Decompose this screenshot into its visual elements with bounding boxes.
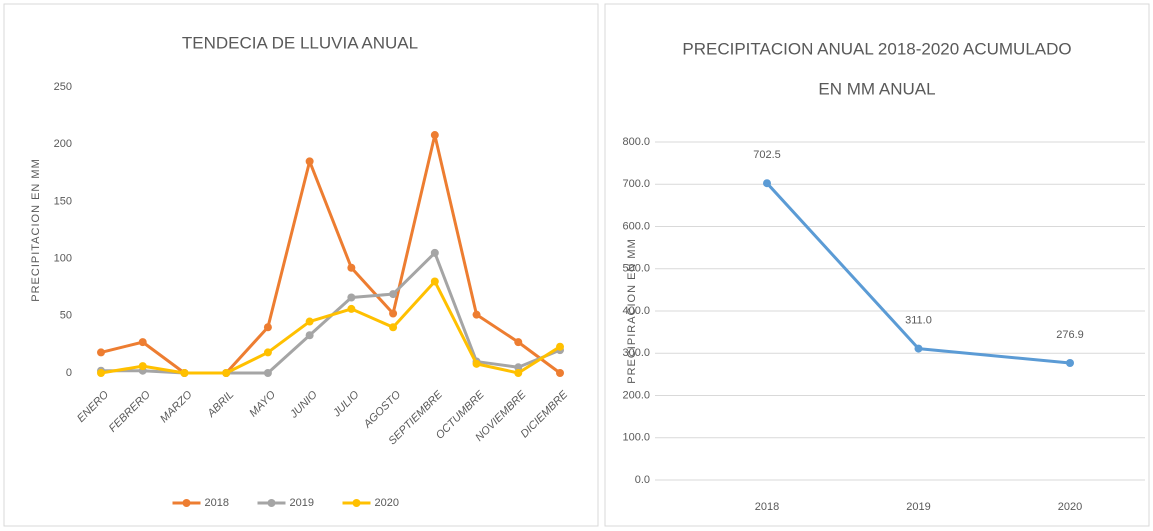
marker bbox=[430, 131, 439, 140]
marker bbox=[347, 263, 356, 272]
marker bbox=[138, 362, 147, 371]
marker bbox=[556, 369, 564, 377]
marker bbox=[138, 338, 147, 347]
marker bbox=[263, 348, 272, 357]
y-tick-label: 250 bbox=[54, 81, 72, 93]
marker bbox=[514, 369, 523, 377]
y-tick-label: 500.0 bbox=[622, 263, 650, 275]
marker bbox=[556, 342, 564, 351]
x-tick-label: 2018 bbox=[755, 501, 779, 513]
marker bbox=[180, 369, 189, 377]
marker bbox=[472, 310, 481, 319]
legend-marker bbox=[182, 499, 191, 507]
y-tick-label: 800.0 bbox=[622, 136, 650, 148]
y-tick-label: 600.0 bbox=[622, 220, 650, 232]
legend-label: 2019 bbox=[290, 497, 314, 509]
y-tick-label: 100.0 bbox=[622, 432, 650, 444]
y-tick-label: 400.0 bbox=[622, 305, 650, 317]
y-tick-label: 50 bbox=[60, 310, 72, 322]
y-tick-label: 150 bbox=[54, 195, 72, 207]
marker bbox=[222, 369, 231, 377]
y-tick-label: 200.0 bbox=[622, 389, 650, 401]
marker bbox=[763, 179, 771, 188]
data-label: 276.9 bbox=[1056, 329, 1084, 341]
marker bbox=[1066, 359, 1074, 368]
y-tick-label: 700.0 bbox=[622, 178, 650, 190]
marker bbox=[97, 369, 105, 377]
marker bbox=[514, 338, 523, 347]
marker bbox=[347, 304, 356, 313]
y-tick-label: 0 bbox=[66, 367, 72, 379]
x-tick-label: 2020 bbox=[1058, 501, 1082, 513]
marker bbox=[472, 359, 481, 368]
data-label: 311.0 bbox=[905, 315, 932, 327]
legend-marker bbox=[352, 499, 361, 507]
chart-title: TENDECIA DE LLUVIA ANUAL bbox=[182, 33, 418, 52]
y-axis-label: PRECIPIRACION EN MM bbox=[626, 238, 638, 384]
series-line bbox=[100, 279, 561, 375]
data-label: 702.5 bbox=[753, 149, 781, 161]
y-tick-label: 300.0 bbox=[622, 347, 650, 359]
marker bbox=[305, 157, 314, 166]
legend-label: 2018 bbox=[205, 497, 229, 509]
marker bbox=[389, 323, 398, 332]
legend-marker bbox=[267, 499, 276, 507]
marker bbox=[97, 348, 105, 357]
y-tick-label: 100 bbox=[54, 253, 72, 265]
marker bbox=[305, 317, 314, 326]
marker bbox=[430, 277, 439, 286]
chart-title: PRECIPITACION ANUAL 2018-2020 ACUMULADO bbox=[682, 39, 1071, 58]
y-axis-label: PRECIPITACION EN MM bbox=[30, 158, 42, 301]
y-tick-label: 0.0 bbox=[635, 474, 650, 486]
legend-label: 2020 bbox=[375, 497, 399, 509]
chart-title: EN MM ANUAL bbox=[818, 79, 935, 98]
marker bbox=[389, 309, 398, 318]
marker bbox=[263, 369, 272, 377]
series-line bbox=[100, 133, 561, 375]
marker bbox=[347, 293, 356, 302]
marker bbox=[305, 331, 314, 340]
marker bbox=[514, 363, 523, 372]
marker bbox=[430, 248, 439, 257]
panel bbox=[604, 3, 1150, 527]
panel bbox=[3, 3, 599, 527]
marker bbox=[389, 290, 398, 299]
x-tick-label: 2019 bbox=[906, 501, 930, 513]
y-tick-label: 200 bbox=[54, 138, 72, 150]
marker bbox=[914, 344, 923, 353]
marker bbox=[263, 323, 272, 332]
